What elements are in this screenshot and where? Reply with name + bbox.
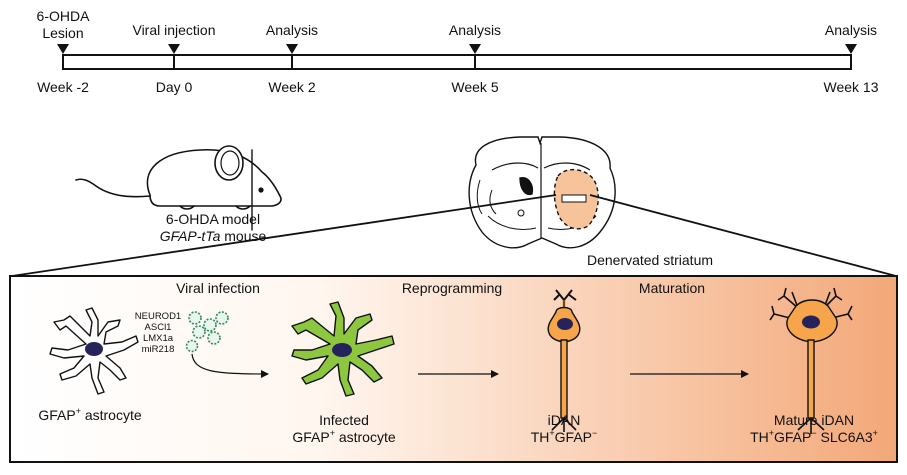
infection-arrow — [191, 353, 269, 378]
event-label-bottom: Week -2 — [37, 79, 89, 95]
timeline-marker-icon — [845, 44, 857, 54]
idan-label: iDAN — [548, 412, 581, 428]
brain-section-icon — [468, 136, 616, 249]
timeline-marker-icon — [57, 44, 69, 54]
factor-label: NEUROD1 — [135, 311, 181, 322]
timeline-axis — [62, 54, 852, 70]
event-label-top: Lesion — [42, 25, 83, 41]
factor-label: LMX1a — [143, 333, 174, 344]
event-label-bottom: Week 5 — [451, 79, 498, 95]
event-label-top: Viral injection — [132, 22, 215, 38]
mouse-illustration-icon — [75, 145, 282, 231]
zoom-line-left — [11, 194, 557, 277]
reprogramming-panel — [9, 275, 898, 463]
event-label-top: Analysis — [449, 22, 501, 38]
injection-site-icon — [517, 209, 525, 217]
event-label-top: 6-OHDA — [37, 8, 91, 24]
idan-neuron-cell-icon — [547, 289, 581, 432]
mouse-label: 6-OHDA model — [166, 211, 260, 227]
zoom-line-right — [589, 194, 897, 277]
mature-idan-neuron-cell-icon — [769, 287, 853, 434]
event-label-bottom: Week 2 — [268, 79, 315, 95]
idan-label: TH+GFAP− — [531, 428, 598, 445]
mouse-label: GFAP-tTa mouse — [160, 228, 267, 244]
infected-astrocyte-label: Infected — [319, 412, 369, 428]
mature-idan-label: TH+GFAP− SLC6A3+ — [750, 428, 878, 445]
infected-astrocyte-label: GFAP+ astrocyte — [292, 428, 396, 445]
astrocyte-cell-icon — [49, 307, 139, 395]
factor-label: ASCl1 — [145, 322, 172, 333]
event-label-bottom: Day 0 — [156, 79, 193, 95]
timeline: 6-OHDA Lesion Viral injection Analysis A… — [37, 8, 879, 95]
timeline-marker-icon — [168, 44, 180, 54]
event-label-top: Analysis — [825, 22, 877, 38]
factor-label: miR218 — [142, 344, 175, 355]
timeline-marker-icon — [286, 44, 298, 54]
astrocyte-label: GFAP+ astrocyte — [38, 406, 142, 423]
stage-label-reprogramming: Reprogramming — [402, 280, 502, 296]
virus-particles-icon — [185, 311, 229, 353]
brain-label: Denervated striatum — [587, 252, 713, 268]
event-label-top: Analysis — [266, 22, 318, 38]
infected-astrocyte-cell-icon — [291, 301, 395, 397]
timeline-marker-icon — [469, 44, 481, 54]
mature-idan-label: Mature iDAN — [774, 412, 854, 428]
stage-label-maturation: Maturation — [639, 280, 705, 296]
event-label-bottom: Week 13 — [824, 79, 879, 95]
stage-label-viral-infection: Viral infection — [176, 280, 260, 296]
